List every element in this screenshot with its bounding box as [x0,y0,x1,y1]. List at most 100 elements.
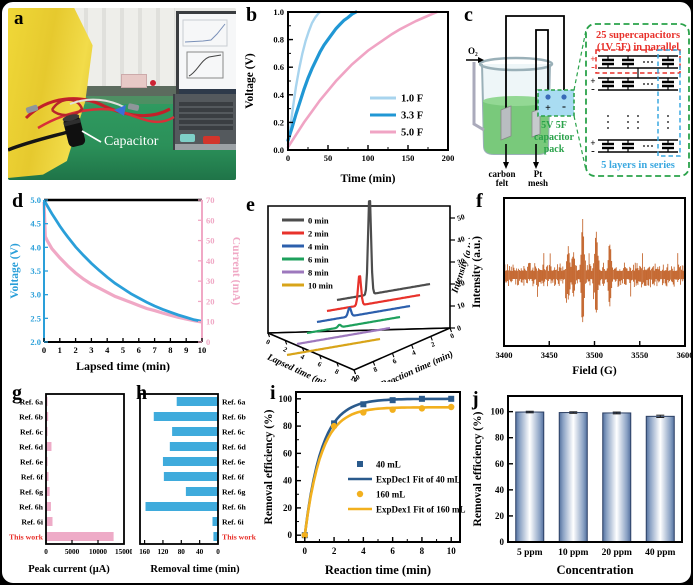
svg-text:Ref. 6c: Ref. 6c [222,427,245,436]
svg-text:0: 0 [288,530,293,540]
svg-text:2.0: 2.0 [30,337,41,347]
svg-text:0.2: 0.2 [273,117,284,127]
laptop-keyboard [179,100,233,130]
svg-text:20: 20 [206,296,215,306]
svg-text:5 layers in series: 5 layers in series [601,160,675,171]
svg-text:150: 150 [402,153,415,163]
svg-text:-: - [562,99,566,113]
svg-text:0: 0 [456,323,463,333]
svg-text:10: 10 [198,345,207,355]
svg-text:0.6: 0.6 [273,62,284,72]
svg-text:3.3 F: 3.3 F [401,111,423,122]
svg-text:0: 0 [286,153,290,163]
svg-text:0.0: 0.0 [273,145,284,155]
svg-text:pack: pack [544,144,565,155]
panel-letter-c: c [464,4,473,26]
photo-wires-overlay [8,97,175,152]
discharge-chart: 0 1 2 3 4 5 6 7 8 9 10 2.0 2.5 3.0 3.5 4.0 4.5 5.0 0 10 20 30… [6,190,240,382]
svg-text:Time (min): Time (min) [340,173,395,185]
capacitor-cylinder [62,114,86,147]
svg-text:2: 2 [332,546,337,556]
svg-text:160 mL: 160 mL [376,490,405,500]
svg-text:0: 0 [500,537,505,547]
chart-removal-time-comparison: h 160 120 80 40 0 Ref. 6a Ref. 6b Ref. 6c Ref. 6… [132,382,258,582]
photo-experimental-setup: Capacitor a [8,8,236,180]
svg-text:80: 80 [178,548,186,556]
svg-text:O₂: O₂ [468,46,478,56]
svg-text:10: 10 [206,317,215,327]
removal-time-bar-chart: 160 120 80 40 0 Ref. 6a Ref. 6b Ref. 6c Ref. 6d R… [132,384,258,582]
svg-text:Ref. 6d: Ref. 6d [222,442,246,451]
svg-text:10: 10 [349,374,359,382]
svg-text:-: - [591,61,595,73]
svg-text:Pt: Pt [534,169,543,179]
peak-current-bar-chart: 0 5000 10000 15000 Ref. 6a Ref. 6b Ref. 6c Ref.… [6,384,132,582]
svg-text:4 min: 4 min [308,242,329,252]
panel-letter-i: i [270,382,276,404]
kinetics-chart: 0 2 4 6 8 10 0 20 40 60 80 100 Reaction time (min) Re… [260,384,468,582]
svg-text:6: 6 [137,345,141,355]
chart-epr-spectrum: f 3400 3450 3500 3550 3600 Field (G) Intensity… [468,190,691,382]
svg-text:5V 5F: 5V 5F [541,120,567,131]
svg-text:This work: This work [9,532,44,541]
svg-text:Intensity (a.u.): Intensity (a.u.) [471,236,483,308]
svg-text:20 ppm: 20 ppm [602,548,632,558]
svg-text:40: 40 [196,548,204,556]
laptop-screen [176,11,236,99]
svg-text:3: 3 [89,345,93,355]
svg-text:25 supercapacitors: 25 supercapacitors [596,30,680,41]
svg-text:carbon: carbon [489,169,516,179]
svg-text:3550: 3550 [631,350,648,360]
chart-charging-voltage: b 0 50 100 150 200 0.0 0.2 0.4 0.6 0.8 1.0 Time (mi… [238,4,458,188]
svg-text:-: - [591,145,595,157]
svg-text:3400: 3400 [496,350,513,360]
svg-text:6 min: 6 min [308,255,329,265]
svg-text:4: 4 [361,546,366,556]
chart-3d-waterfall-hplc: e 0 10 20 30 40 50 0 2 4 6 8 10 10 8 6 4 2 0 Lapsed time (… [242,190,470,382]
svg-text:8: 8 [168,345,172,355]
svg-text:6: 6 [390,546,395,556]
laptop-front-edge [175,144,236,150]
svg-text:20: 20 [456,278,466,289]
svg-text:50: 50 [206,236,215,246]
svg-text:10 min: 10 min [308,281,333,291]
svg-text:0: 0 [216,548,220,556]
panel-letter-d: d [12,190,24,212]
svg-text:Ref. 6d: Ref. 6d [19,442,43,451]
svg-text:This work: This work [222,532,257,541]
svg-text:10: 10 [456,300,466,311]
svg-text:Ref. 6g: Ref. 6g [222,487,245,496]
svg-text:Removal efficiency (%): Removal efficiency (%) [263,409,275,524]
svg-text:Ref. 6h: Ref. 6h [222,502,246,511]
photo-pink-box [121,74,147,88]
svg-text:80: 80 [495,433,505,443]
laptop-base [173,94,236,150]
svg-text:10: 10 [351,373,361,382]
svg-text:Voltage (V): Voltage (V) [9,243,21,299]
svg-text:100: 100 [491,407,505,417]
svg-text:+: + [590,54,595,64]
capacitor-pack-diagram: O₂ carbon felt Pt mesh + -5V 5F capacitor pack 25… [458,4,691,188]
svg-text:1.0: 1.0 [273,7,284,17]
svg-text:5.0 F: 5.0 F [401,128,423,139]
laptop-sticker-red [203,136,220,144]
svg-text:ExpDec1 Fit of 40 mL: ExpDec1 Fit of 40 mL [376,475,461,485]
svg-text:6: 6 [391,357,398,366]
svg-text:3.5: 3.5 [30,266,41,276]
chart-discharge-voltage-current: d 0 1 2 3 4 5 6 7 8 9 10 2.0 2.5 3.0 3.5 4.0 4.5 5.0 0 10 20… [6,190,240,382]
svg-text:6: 6 [316,360,323,369]
svg-text:+: + [590,138,595,148]
epr-chart: 3400 3450 3500 3550 3600 Field (G) Intensity (… [468,190,691,382]
svg-text:(1V 5F) in parallel: (1V 5F) in parallel [597,42,679,53]
svg-text:felt: felt [496,178,509,188]
svg-text:Ref. 6b: Ref. 6b [222,412,246,421]
svg-text:2: 2 [430,340,437,349]
svg-text:Lapsed time (min): Lapsed time (min) [76,359,170,373]
svg-text:Ref. 6i: Ref. 6i [222,517,244,526]
svg-text:1: 1 [58,345,62,355]
svg-text:capacitor: capacitor [534,132,575,143]
svg-text:60: 60 [206,215,215,225]
svg-text:200: 200 [442,153,455,163]
svg-text:20: 20 [283,503,293,513]
svg-text:40 mL: 40 mL [376,460,401,470]
